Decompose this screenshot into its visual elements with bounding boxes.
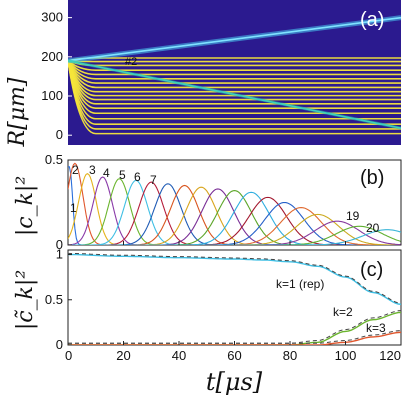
ck-curve: [68, 191, 401, 245]
moving-trace: [68, 16, 401, 62]
ck-curve: [68, 179, 401, 245]
ck-curve: [68, 196, 401, 245]
panel-c-xticks: 0 20 40 60 80 100 120: [65, 341, 402, 363]
panel-b-tag: (b): [360, 167, 384, 189]
moving-trace: [68, 59, 401, 129]
ck-curve: [68, 225, 401, 245]
panel-b-ytick-label: 0.5: [45, 152, 63, 167]
panel-a-ytick-label: 0: [56, 127, 63, 142]
panel-c-tag: (c): [360, 259, 383, 281]
ck-label: 20: [366, 221, 380, 235]
x-tick-label: 80: [283, 348, 297, 363]
ck-label: 4: [103, 166, 110, 180]
panel-a-ytick-label: 300: [41, 10, 63, 25]
static-trace: [68, 59, 401, 63]
panel-a-ytick-label: 200: [41, 49, 63, 64]
x-tick-label: 40: [172, 348, 186, 363]
panel-b-xticks: [67, 241, 402, 245]
ck-label: 7: [150, 173, 157, 187]
x-tick-label: 0: [65, 348, 72, 363]
marker-2: #2: [125, 56, 137, 68]
panel-c-ytick-label: 1: [56, 247, 63, 262]
x-axis-label: t[μs]: [206, 368, 263, 396]
label-k3: k=3: [366, 321, 386, 335]
panel-a-traces: [68, 15, 401, 135]
ck-tilde-dashed: [68, 310, 401, 344]
ck-label: 19: [346, 209, 360, 223]
label-k2: k=2: [333, 305, 353, 319]
ck-curve: [68, 220, 401, 245]
x-tick-label: 100: [335, 348, 357, 363]
panel-a-yticks: 0 100 200 300: [41, 10, 72, 142]
ck-curve: [68, 190, 401, 245]
static-trace: [68, 60, 401, 135]
panel-c-ylabel: |c̃_k|²: [13, 270, 38, 330]
x-tick-label: 60: [227, 348, 241, 363]
ck-curve: [68, 186, 401, 245]
panel-b-ylabel: |c_k|²: [13, 176, 38, 236]
panel-a-ytick-label: 100: [41, 88, 63, 103]
panel-c: 00.51 0 20 40 60 80 100 120 (c) k=1 (rep) k=2 …: [13, 247, 402, 363]
ck-label: 6: [134, 170, 141, 184]
panel-b-frame: [67, 159, 402, 246]
ck-curve: [68, 188, 401, 245]
x-tick-label: 120: [379, 348, 401, 363]
ck-label: 1: [70, 201, 77, 215]
panel-b-ytick-label: 0: [56, 237, 63, 252]
panel-b-labels: 1 2 3 4 5 6 7 19 20: [70, 163, 380, 235]
ck-curve: [68, 178, 401, 245]
panel-c-ytick-label: 0.5: [45, 292, 63, 307]
panel-b-yticks: 00.5: [45, 152, 72, 252]
ck-curve: [68, 176, 401, 245]
ck-tilde-curve: [68, 253, 401, 305]
ck-label: 5: [119, 168, 126, 182]
x-tick-label: 20: [116, 348, 130, 363]
ck-tilde-curve: [68, 311, 401, 345]
ck-tilde-dashed: [68, 252, 401, 304]
ck-label: 3: [89, 163, 96, 177]
panel-a-tag: (a): [360, 9, 384, 31]
ck-curve: [68, 213, 401, 245]
ck-curve: [68, 181, 401, 245]
panel-c-ytick-label: 0: [56, 337, 63, 352]
label-k1: k=1 (rep): [276, 277, 324, 291]
panel-a-ylabel: R[μm]: [5, 77, 30, 147]
ck-label: 2: [72, 163, 79, 177]
panel-c-yticks: 00.51: [45, 247, 72, 352]
